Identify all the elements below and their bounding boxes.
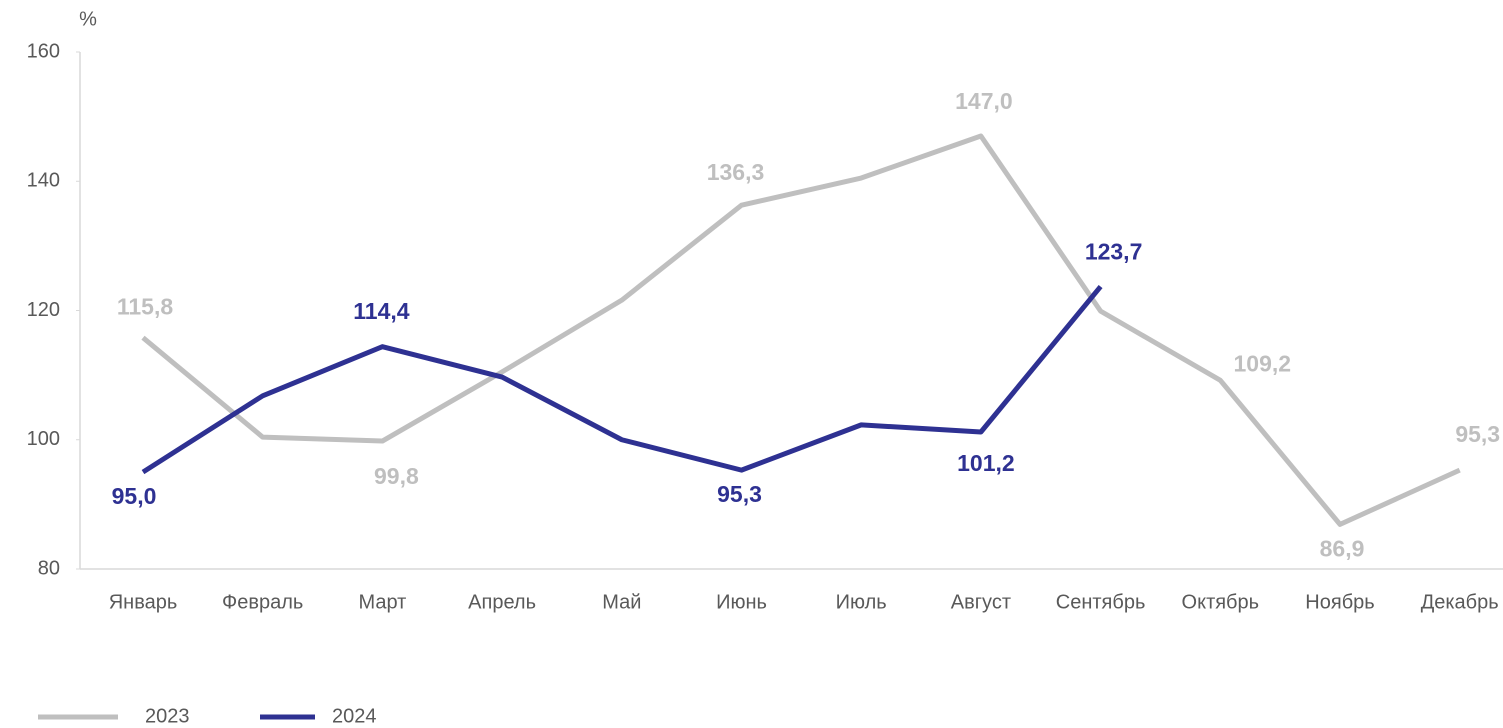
- value-label: 109,2: [1234, 350, 1292, 376]
- y-axis-unit: %: [79, 8, 97, 30]
- value-label: 115,8: [117, 294, 173, 320]
- value-label: 86,9: [1320, 535, 1365, 561]
- value-label: 147,0: [955, 88, 1013, 114]
- x-tick-label: Январь: [109, 591, 178, 613]
- y-tick-label: 80: [38, 557, 60, 579]
- value-label: 95,3: [717, 481, 762, 507]
- y-tick-label: 100: [27, 428, 60, 450]
- value-label: 99,8: [374, 463, 419, 489]
- x-tick-label: Апрель: [468, 591, 536, 613]
- x-tick-label: Июнь: [716, 591, 767, 613]
- legend-label: 2023: [145, 705, 190, 727]
- x-tick-label: Май: [602, 591, 641, 613]
- value-label: 101,2: [957, 450, 1015, 476]
- x-tick-label: Ноябрь: [1305, 591, 1374, 613]
- x-tick-label: Февраль: [222, 591, 303, 613]
- y-tick-label: 120: [27, 299, 60, 321]
- value-label: 114,4: [353, 298, 409, 324]
- series-line: [141, 285, 1103, 475]
- value-label: 95,3: [1455, 421, 1500, 447]
- value-label: 136,3: [707, 159, 765, 185]
- x-tick-label: Сентябрь: [1056, 591, 1146, 613]
- y-tick-label: 160: [27, 40, 60, 62]
- x-tick-label: Июль: [836, 591, 887, 613]
- x-tick-label: Август: [951, 591, 1011, 613]
- legend-label: 2024: [332, 705, 377, 727]
- x-tick-label: Март: [358, 591, 406, 613]
- x-tick-label: Декабрь: [1421, 591, 1499, 613]
- series-line: [141, 133, 1461, 527]
- x-tick-label: Октябрь: [1182, 591, 1260, 613]
- y-tick-label: 140: [27, 170, 60, 192]
- value-label: 95,0: [112, 483, 157, 509]
- value-label: 123,7: [1085, 239, 1143, 265]
